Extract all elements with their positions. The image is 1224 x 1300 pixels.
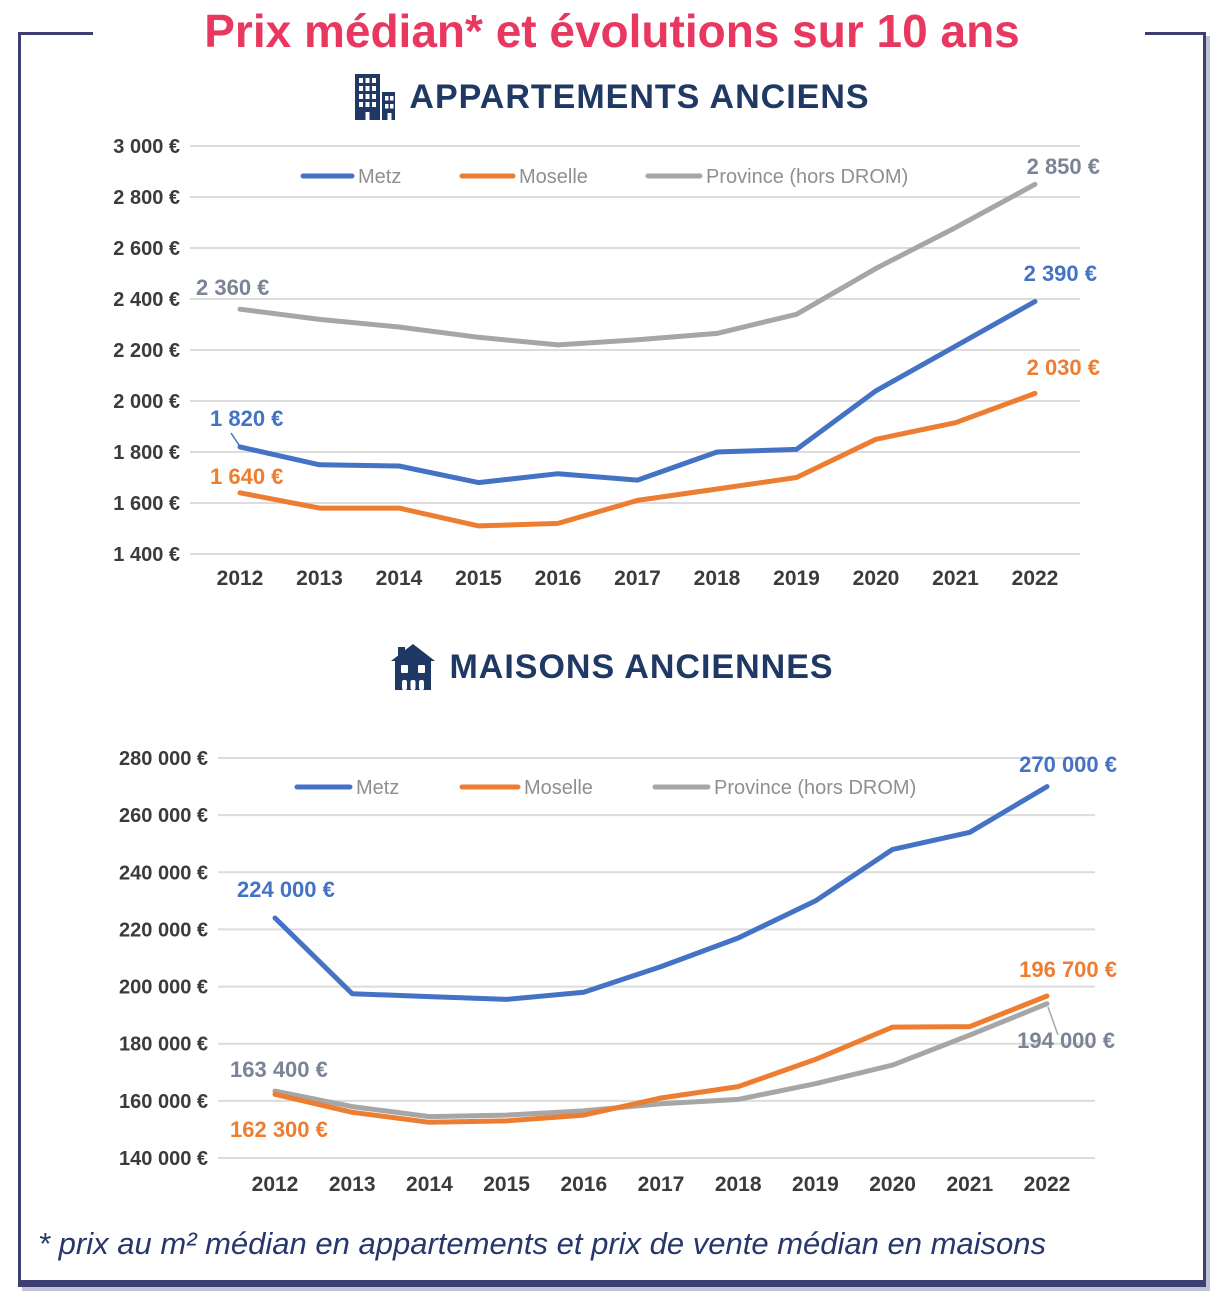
y-tick-label: 180 000 € bbox=[119, 1034, 208, 1056]
moselle-line bbox=[237, 390, 1038, 529]
moselle-line bbox=[272, 993, 1050, 1125]
x-tick-label: 2018 bbox=[694, 567, 741, 590]
panel-border bbox=[18, 32, 1206, 1287]
y-tick-label: 160 000 € bbox=[119, 1091, 208, 1113]
maisons-chart: 280 000 € 260 000 € 240 000 € 220 000 € 200 … bbox=[119, 748, 1117, 1196]
y-tick-label: 140 000 € bbox=[119, 1148, 208, 1170]
legend-label-moselle: Moselle bbox=[524, 777, 593, 799]
metz-end-value: 270 000 € bbox=[1019, 752, 1117, 777]
x-tick-label: 2015 bbox=[483, 1173, 530, 1196]
x-tick-label: 2012 bbox=[252, 1173, 299, 1196]
label-leader bbox=[230, 432, 240, 446]
top-border-right-segment bbox=[1145, 32, 1203, 35]
y-tick-label: 1 600 € bbox=[113, 493, 180, 515]
x-tick-label: 2021 bbox=[932, 567, 979, 590]
page-title: Prix médian* et évolutions sur 10 ans bbox=[204, 5, 1020, 57]
y-tick-label: 3 000 € bbox=[113, 136, 180, 158]
legend-label-moselle: Moselle bbox=[519, 166, 588, 188]
legend-label-metz: Metz bbox=[356, 777, 399, 799]
label-leader bbox=[1047, 1006, 1059, 1036]
moselle-end-value: 2 030 € bbox=[1027, 355, 1100, 380]
section-title-appartements: APPARTEMENTS ANCIENS bbox=[409, 77, 870, 116]
x-tick-label: 2020 bbox=[869, 1173, 916, 1196]
section-title-maisons: MAISONS ANCIENNES bbox=[449, 647, 834, 686]
metz-start-value: 224 000 € bbox=[237, 877, 335, 902]
legend-label-metz: Metz bbox=[358, 166, 401, 188]
moselle-start-value: 1 640 € bbox=[210, 464, 283, 489]
province-hors-drom-end-value: 194 000 € bbox=[1017, 1028, 1115, 1053]
y-tick-label: 1 400 € bbox=[113, 544, 180, 566]
y-tick-label: 2 800 € bbox=[113, 187, 180, 209]
y-tick-label: 260 000 € bbox=[119, 805, 208, 827]
y-tick-label: 2 600 € bbox=[113, 238, 180, 260]
moselle-end-value: 196 700 € bbox=[1019, 957, 1117, 982]
x-tick-label: 2013 bbox=[296, 567, 343, 590]
footnote: * prix au m² médian en appartements et p… bbox=[38, 1226, 1047, 1261]
metz-line bbox=[272, 784, 1050, 1002]
x-tick-label: 2020 bbox=[853, 567, 900, 590]
y-tick-label: 200 000 € bbox=[119, 977, 208, 999]
building-icon bbox=[354, 74, 396, 120]
y-tick-label: 2 400 € bbox=[113, 289, 180, 311]
x-tick-label: 2016 bbox=[560, 1173, 607, 1196]
y-tick-label: 1 800 € bbox=[113, 442, 180, 464]
metz-end-value: 2 390 € bbox=[1024, 261, 1097, 286]
x-tick-label: 2015 bbox=[455, 567, 502, 590]
legend-label-province-hors-drom: Province (hors DROM) bbox=[714, 777, 916, 799]
moselle-start-value: 162 300 € bbox=[230, 1117, 328, 1142]
province-hors-drom-end-value: 2 850 € bbox=[1027, 154, 1100, 179]
maisons-chart-container: 280 000 € 260 000 € 240 000 € 220 000 € 200 … bbox=[0, 725, 1224, 1225]
y-tick-label: 240 000 € bbox=[119, 862, 208, 884]
house-icon bbox=[390, 644, 436, 690]
x-tick-label: 2021 bbox=[946, 1173, 993, 1196]
section-header-appartements: APPARTEMENTS ANCIENS bbox=[0, 74, 1224, 120]
province-hors-drom-start-value: 2 360 € bbox=[196, 275, 269, 300]
y-tick-label: 280 000 € bbox=[119, 748, 208, 770]
x-tick-label: 2017 bbox=[614, 567, 661, 590]
x-tick-label: 2017 bbox=[638, 1173, 685, 1196]
top-border-left-segment bbox=[21, 32, 93, 35]
y-tick-label: 2 000 € bbox=[113, 391, 180, 413]
province-hors-drom-line bbox=[237, 181, 1038, 348]
y-tick-label: 220 000 € bbox=[119, 919, 208, 941]
x-tick-label: 2022 bbox=[1024, 1173, 1071, 1196]
appartements-chart-container: 3 000 € 2 800 € 2 600 € 2 400 € 2 200 € 2 000… bbox=[0, 135, 1224, 615]
x-tick-label: 2013 bbox=[329, 1173, 376, 1196]
province-hors-drom-line bbox=[272, 1001, 1050, 1120]
x-tick-label: 2019 bbox=[773, 567, 820, 590]
x-tick-label: 2022 bbox=[1012, 567, 1059, 590]
section-header-maisons: MAISONS ANCIENNES bbox=[0, 644, 1224, 690]
x-tick-label: 2012 bbox=[217, 567, 264, 590]
legend-label-province-hors-drom: Province (hors DROM) bbox=[706, 166, 908, 188]
y-tick-label: 2 200 € bbox=[113, 340, 180, 362]
x-tick-label: 2014 bbox=[406, 1173, 453, 1196]
metz-start-value: 1 820 € bbox=[210, 406, 283, 431]
appartements-chart: 3 000 € 2 800 € 2 600 € 2 400 € 2 200 € 2 000… bbox=[113, 136, 1100, 590]
x-tick-label: 2014 bbox=[376, 567, 423, 590]
metz-line bbox=[237, 299, 1038, 486]
x-tick-label: 2018 bbox=[715, 1173, 762, 1196]
province-hors-drom-start-value: 163 400 € bbox=[230, 1057, 328, 1082]
x-tick-label: 2016 bbox=[535, 567, 582, 590]
x-tick-label: 2019 bbox=[792, 1173, 839, 1196]
